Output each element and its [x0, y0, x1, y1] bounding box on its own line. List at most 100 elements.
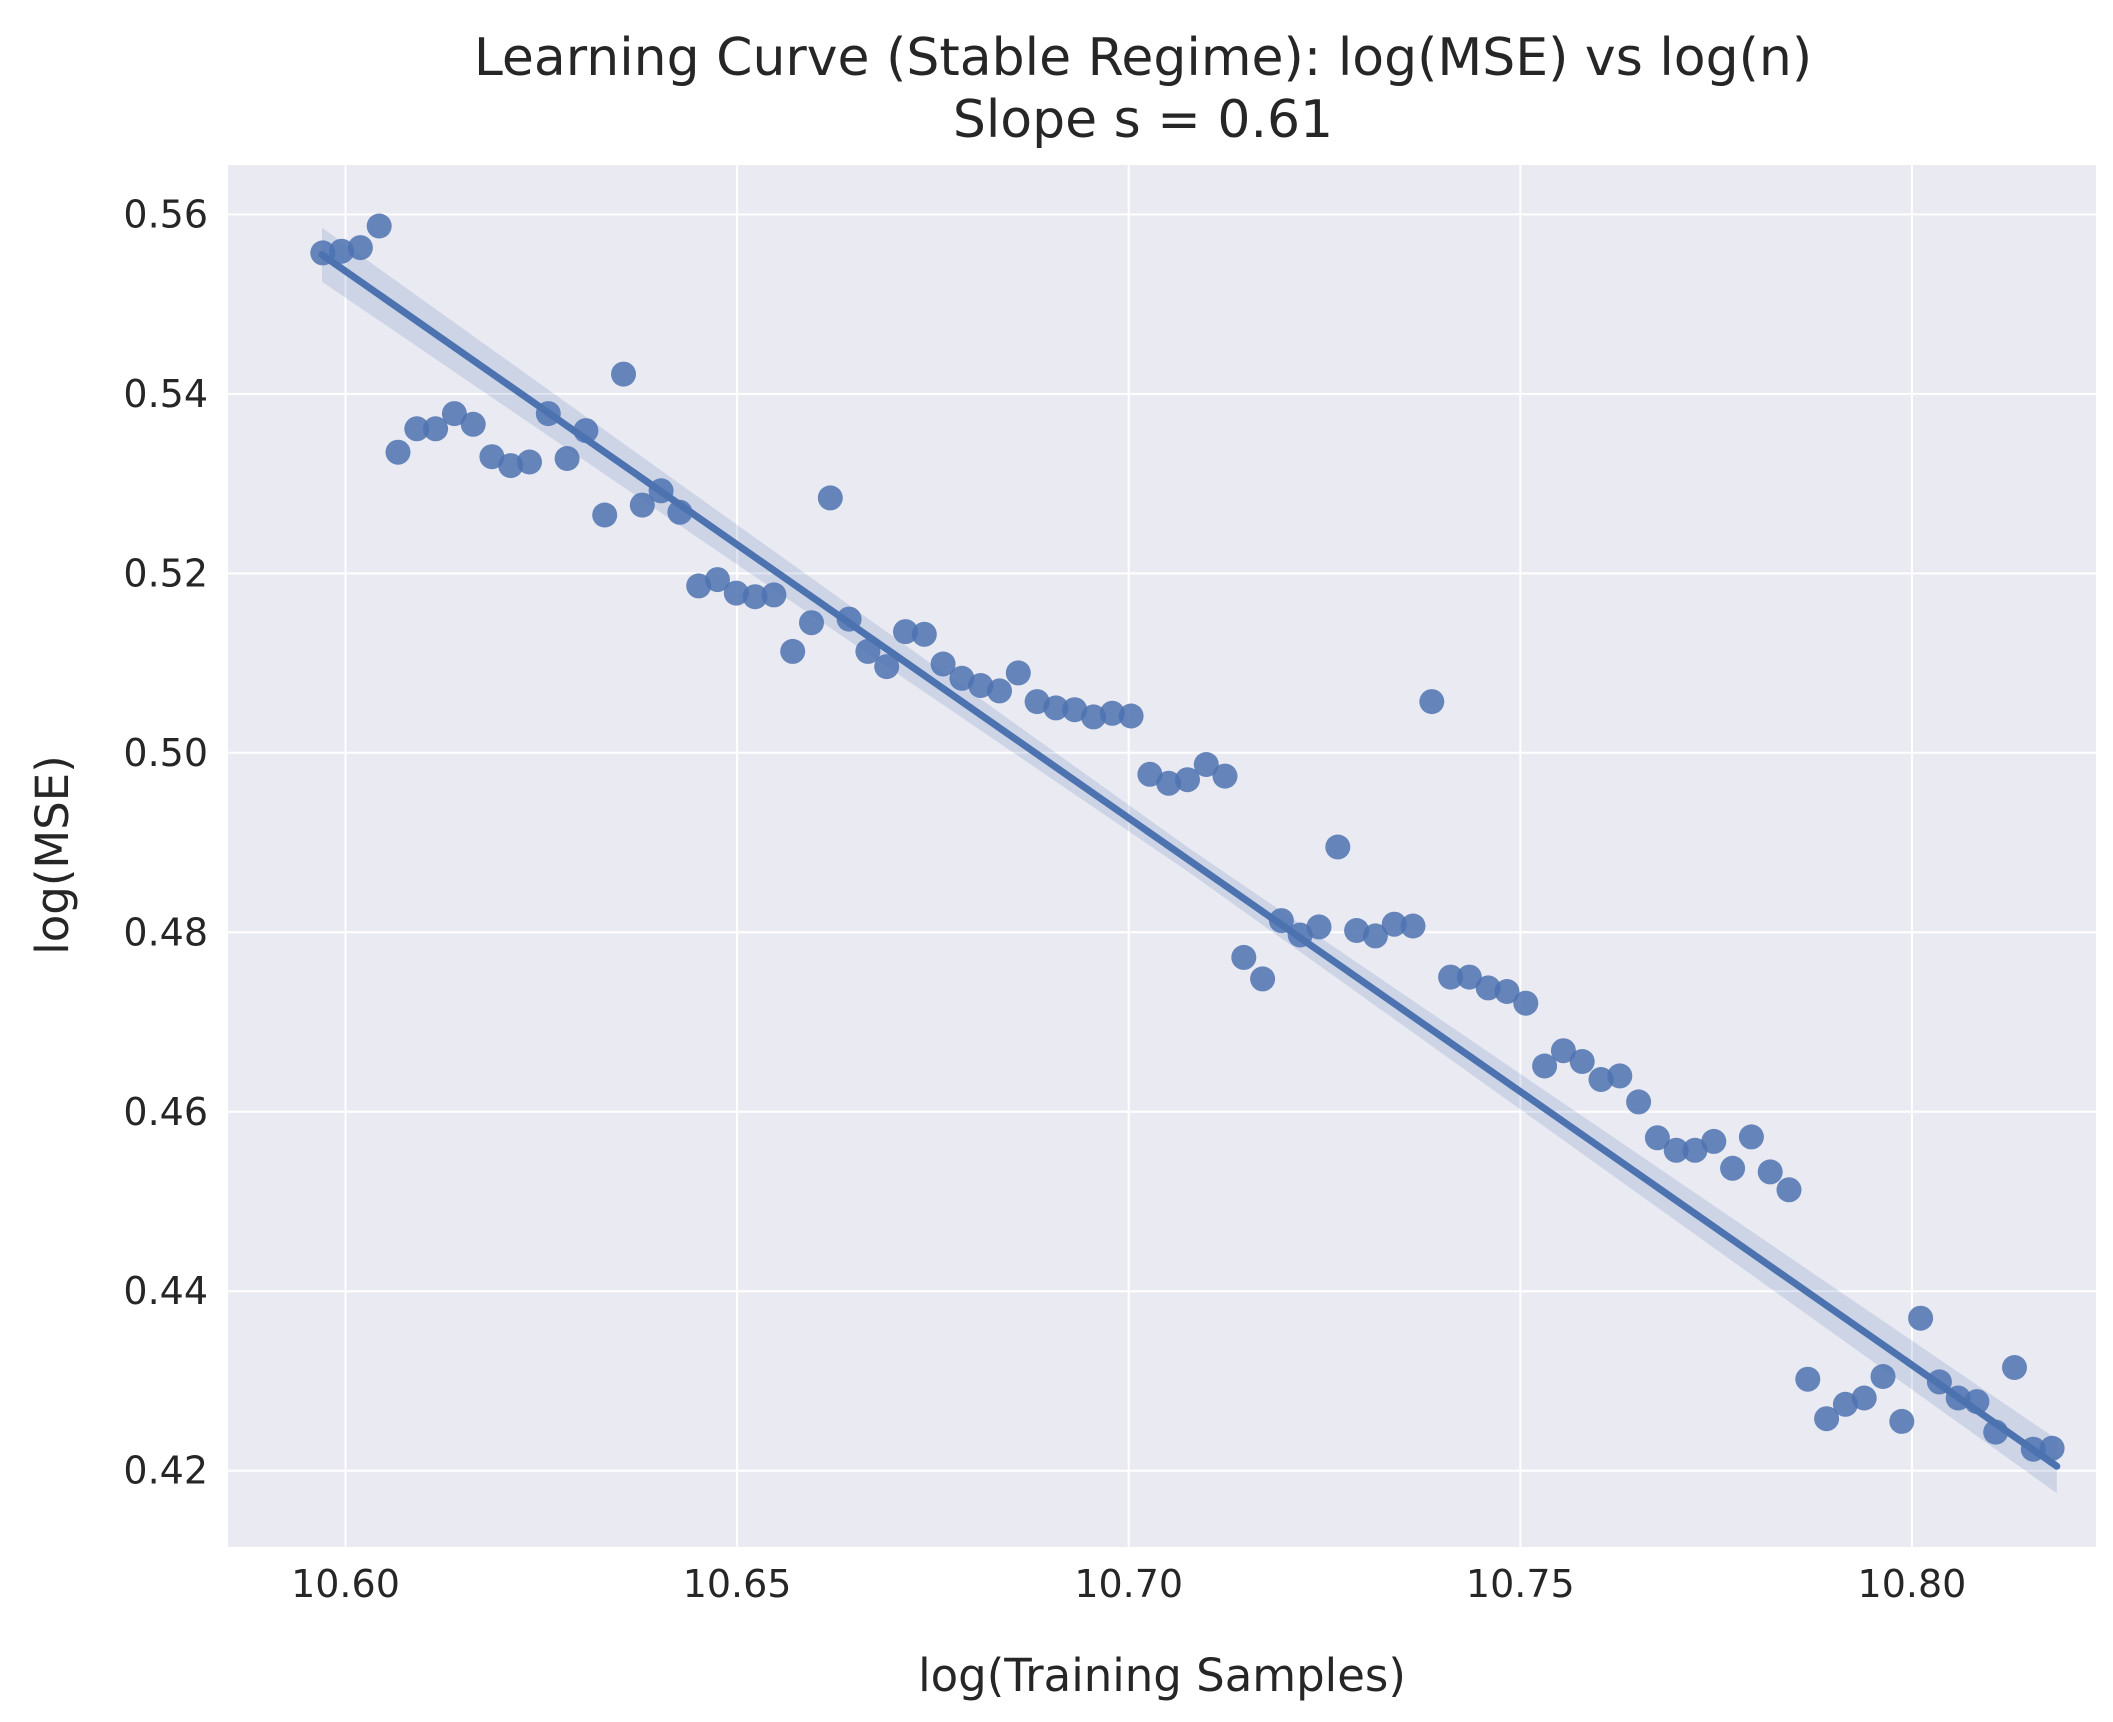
data-point	[1701, 1128, 1727, 1154]
data-point	[1475, 975, 1501, 1001]
data-point	[817, 485, 843, 511]
data-point	[441, 401, 467, 427]
data-point	[1212, 763, 1238, 789]
y-tick-label: 0.42	[123, 1449, 208, 1493]
data-point	[1550, 1038, 1576, 1064]
x-tick-label: 10.80	[1858, 1562, 1967, 1606]
data-point	[1362, 923, 1388, 949]
data-point	[1062, 697, 1088, 723]
y-tick-label: 0.56	[123, 192, 208, 236]
data-point	[1137, 761, 1163, 787]
data-point	[1720, 1155, 1746, 1181]
grid-lines	[228, 165, 2096, 1547]
data-point	[761, 582, 787, 608]
data-point	[723, 580, 749, 606]
x-tick-labels: 10.60 10.65 10.70 10.75 10.80	[291, 1562, 1966, 1606]
data-point	[517, 449, 542, 475]
data-point	[1381, 911, 1407, 937]
data-point	[1193, 752, 1219, 777]
data-point	[329, 238, 355, 264]
data-point	[911, 621, 937, 647]
data-point	[554, 446, 580, 471]
data-point	[686, 573, 712, 599]
data-point	[1532, 1053, 1558, 1079]
y-tick-label: 0.44	[123, 1269, 208, 1313]
data-point	[968, 673, 994, 698]
data-point	[1738, 1124, 1764, 1150]
data-point	[1494, 979, 1520, 1004]
x-tick-label: 10.60	[291, 1562, 400, 1606]
data-point	[385, 439, 411, 465]
chart-title: Learning Curve (Stable Regime): log(MSE)…	[474, 28, 1812, 88]
data-point	[1344, 918, 1370, 943]
data-point	[742, 584, 768, 610]
y-tick-label: 0.54	[123, 372, 208, 416]
y-tick-label: 0.46	[123, 1090, 208, 1134]
data-point	[2002, 1355, 2027, 1380]
data-point	[949, 665, 975, 691]
data-point	[1870, 1364, 1896, 1389]
data-point	[366, 213, 392, 239]
data-point	[1607, 1063, 1633, 1089]
data-point	[1757, 1159, 1783, 1185]
data-point	[1588, 1067, 1614, 1092]
data-point	[1400, 913, 1426, 939]
data-point	[1419, 689, 1445, 715]
data-point	[1005, 660, 1031, 686]
data-point	[1099, 700, 1125, 726]
data-point	[1908, 1305, 1934, 1331]
data-point	[611, 361, 636, 387]
data-point	[1081, 704, 1106, 730]
data-point	[1456, 964, 1482, 990]
data-point	[987, 678, 1012, 704]
x-axis-label: log(Training Samples)	[918, 1649, 1406, 1702]
data-point	[1682, 1137, 1708, 1163]
data-point	[479, 444, 505, 470]
data-point	[592, 502, 618, 528]
x-tick-label: 10.75	[1466, 1562, 1575, 1606]
y-axis-label: log(MSE)	[26, 755, 79, 955]
data-point	[1513, 990, 1539, 1016]
x-tick-label: 10.65	[683, 1562, 792, 1606]
data-point	[1851, 1385, 1877, 1411]
data-point	[1118, 703, 1144, 729]
data-point	[930, 651, 956, 677]
data-point	[1776, 1177, 1802, 1203]
y-tick-label: 0.52	[123, 551, 208, 595]
data-point	[498, 453, 524, 479]
data-point	[1306, 914, 1332, 940]
data-point	[460, 411, 486, 437]
chart-subtitle: Slope s = 0.61	[953, 90, 1333, 150]
data-point	[1663, 1137, 1689, 1163]
data-point	[1438, 964, 1464, 990]
y-tick-labels: 0.42 0.44 0.46 0.48 0.50 0.52 0.54 0.56	[123, 192, 208, 1492]
data-point	[780, 638, 806, 664]
data-point	[1644, 1125, 1670, 1151]
data-point	[629, 492, 655, 518]
data-point	[705, 567, 730, 593]
x-tick-label: 10.70	[1074, 1562, 1183, 1606]
data-point	[1795, 1366, 1821, 1392]
data-point	[404, 416, 430, 442]
data-point	[1175, 767, 1200, 793]
data-point	[1889, 1408, 1915, 1434]
data-point	[1043, 695, 1069, 721]
data-point	[1231, 944, 1257, 970]
fit-line	[318, 251, 2061, 1470]
data-point	[1325, 834, 1351, 860]
data-point	[1569, 1049, 1595, 1074]
data-point	[855, 638, 881, 664]
plot-area	[228, 165, 2096, 1547]
regression-line	[318, 251, 2061, 1470]
data-point	[423, 416, 449, 442]
data-point	[1814, 1406, 1840, 1432]
data-points	[310, 213, 2065, 1462]
data-point	[1250, 966, 1276, 992]
y-tick-label: 0.50	[123, 731, 208, 775]
data-point	[1156, 770, 1182, 796]
data-point	[347, 235, 373, 261]
y-tick-label: 0.48	[123, 910, 208, 954]
data-point	[893, 619, 918, 645]
data-point	[799, 610, 824, 636]
